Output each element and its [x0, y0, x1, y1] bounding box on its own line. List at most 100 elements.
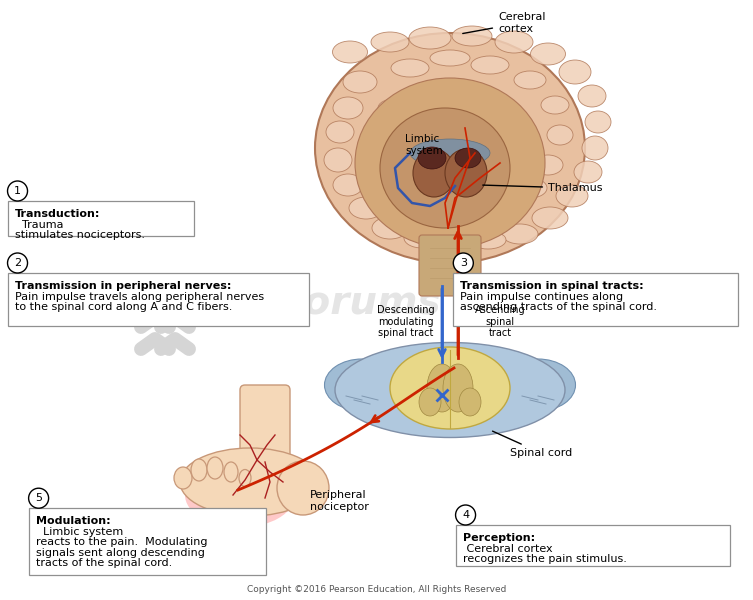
Ellipse shape	[390, 347, 510, 429]
Text: Forums: Forums	[280, 283, 441, 321]
FancyBboxPatch shape	[419, 235, 481, 296]
Text: Thalamus: Thalamus	[483, 183, 602, 193]
Ellipse shape	[380, 108, 510, 228]
Ellipse shape	[355, 78, 545, 248]
Ellipse shape	[375, 172, 405, 192]
Text: l: l	[265, 280, 282, 325]
Ellipse shape	[404, 228, 440, 248]
Text: ascending tracts of the spinal cord.: ascending tracts of the spinal cord.	[460, 302, 657, 312]
Ellipse shape	[333, 174, 363, 196]
Text: Peripheral
nociceptor: Peripheral nociceptor	[310, 490, 369, 512]
Text: Spinal cord: Spinal cord	[492, 431, 572, 458]
Circle shape	[29, 488, 49, 508]
Ellipse shape	[438, 233, 474, 251]
Text: 1: 1	[14, 186, 21, 196]
Ellipse shape	[326, 121, 354, 143]
Ellipse shape	[495, 31, 533, 53]
Ellipse shape	[559, 60, 591, 84]
Ellipse shape	[333, 97, 363, 119]
Ellipse shape	[349, 197, 383, 219]
Ellipse shape	[427, 364, 457, 412]
Ellipse shape	[514, 71, 546, 89]
Ellipse shape	[455, 148, 481, 168]
Text: tracts of the spinal cord.: tracts of the spinal cord.	[35, 558, 172, 568]
Ellipse shape	[427, 202, 463, 218]
Text: Bio: Bio	[205, 280, 290, 325]
Ellipse shape	[456, 204, 494, 220]
Text: Trauma: Trauma	[14, 220, 63, 229]
Ellipse shape	[470, 231, 506, 249]
Ellipse shape	[533, 155, 563, 175]
Circle shape	[456, 505, 476, 525]
Text: Cerebral
cortex: Cerebral cortex	[463, 12, 545, 34]
Text: Descending
modulating
spinal tract: Descending modulating spinal tract	[377, 305, 434, 338]
Text: Pain impulse continues along: Pain impulse continues along	[460, 292, 623, 301]
Ellipse shape	[409, 27, 451, 49]
Ellipse shape	[324, 148, 352, 172]
Ellipse shape	[315, 33, 585, 263]
Ellipse shape	[391, 59, 429, 77]
Ellipse shape	[364, 120, 392, 140]
Ellipse shape	[413, 149, 455, 197]
Ellipse shape	[459, 388, 481, 416]
Ellipse shape	[578, 85, 606, 107]
Text: stimulates nociceptors.: stimulates nociceptors.	[14, 230, 145, 240]
Bar	[8, 273, 309, 326]
Text: Pain impulse travels along peripheral nerves: Pain impulse travels along peripheral ne…	[14, 292, 264, 301]
Ellipse shape	[174, 467, 192, 489]
Ellipse shape	[333, 41, 367, 63]
Text: Modulation:: Modulation:	[35, 516, 110, 526]
Ellipse shape	[532, 207, 568, 229]
Text: Transduction:: Transduction:	[14, 209, 100, 219]
Ellipse shape	[207, 457, 223, 479]
Ellipse shape	[378, 99, 410, 117]
Text: reacts to the pain.  Modulating: reacts to the pain. Modulating	[35, 537, 207, 547]
Ellipse shape	[501, 359, 575, 411]
Bar	[456, 525, 730, 566]
Ellipse shape	[574, 161, 602, 183]
Ellipse shape	[371, 32, 409, 52]
Text: Limbic
system: Limbic system	[405, 134, 443, 156]
Text: Limbic system: Limbic system	[35, 527, 123, 537]
Ellipse shape	[398, 191, 432, 209]
Ellipse shape	[471, 56, 509, 74]
Text: Copyright ©2016 Pearson Education, All Rights Reserved: Copyright ©2016 Pearson Education, All R…	[247, 585, 506, 594]
Ellipse shape	[452, 26, 492, 46]
Ellipse shape	[502, 224, 538, 244]
Bar	[29, 508, 266, 575]
Ellipse shape	[443, 364, 473, 412]
Ellipse shape	[419, 388, 441, 416]
Ellipse shape	[191, 459, 207, 481]
Ellipse shape	[335, 343, 565, 437]
Ellipse shape	[585, 111, 611, 133]
Ellipse shape	[372, 217, 408, 239]
Ellipse shape	[547, 125, 573, 145]
Text: signals sent along descending: signals sent along descending	[35, 548, 205, 558]
Text: Cerebral cortex: Cerebral cortex	[462, 544, 552, 553]
Ellipse shape	[556, 185, 588, 207]
Ellipse shape	[418, 147, 446, 169]
Ellipse shape	[531, 43, 566, 65]
Text: 4: 4	[462, 510, 469, 520]
Text: 5: 5	[35, 493, 42, 503]
Ellipse shape	[277, 461, 329, 515]
Ellipse shape	[360, 147, 388, 169]
Text: Transmission in spinal tracts:: Transmission in spinal tracts:	[460, 281, 644, 291]
Ellipse shape	[541, 96, 569, 114]
Text: Perception:: Perception:	[462, 533, 535, 543]
Text: Ascending
spinal
tract: Ascending spinal tract	[474, 305, 526, 338]
Ellipse shape	[185, 463, 295, 527]
Ellipse shape	[513, 178, 547, 198]
FancyBboxPatch shape	[240, 385, 290, 485]
Circle shape	[8, 253, 28, 273]
Ellipse shape	[410, 139, 490, 167]
Ellipse shape	[445, 149, 487, 197]
Bar	[8, 201, 194, 236]
Text: Transmission in peripheral nerves:: Transmission in peripheral nerves:	[14, 281, 231, 291]
Ellipse shape	[430, 50, 470, 66]
Text: to the spinal cord along A and C fibers.: to the spinal cord along A and C fibers.	[14, 302, 232, 312]
Circle shape	[8, 181, 28, 201]
Ellipse shape	[325, 359, 400, 411]
Ellipse shape	[180, 448, 320, 516]
Text: 2: 2	[14, 258, 21, 268]
